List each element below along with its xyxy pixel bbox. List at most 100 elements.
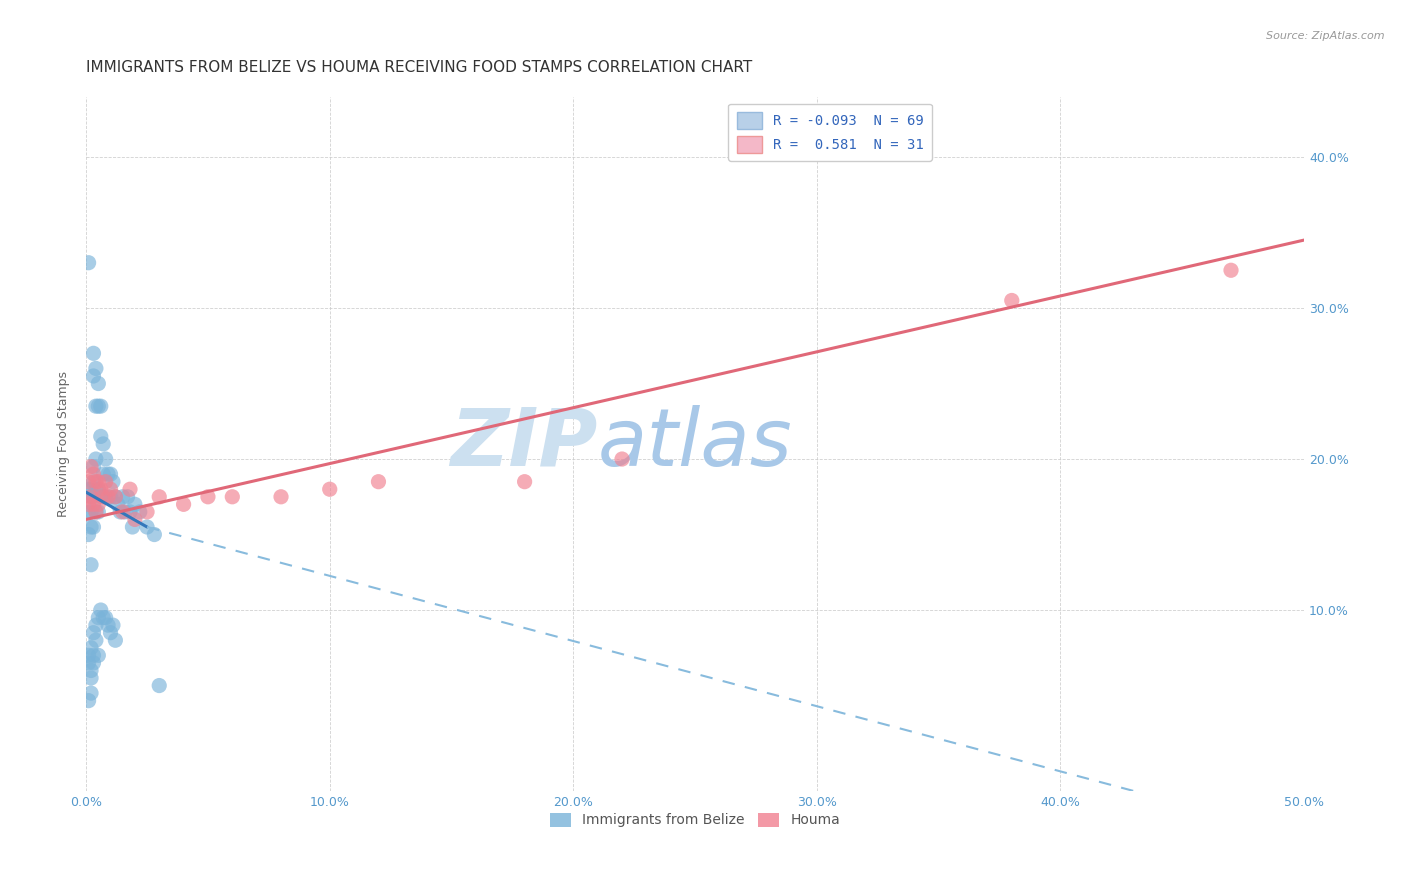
Point — [610, 452, 633, 467]
Point — [1001, 293, 1024, 308]
Point — [80, 505, 103, 519]
Point — [90, 399, 112, 413]
Point — [94, 475, 117, 489]
Text: ZIP: ZIP — [450, 405, 598, 483]
Point — [319, 482, 342, 496]
Point — [77, 482, 100, 496]
Point — [121, 520, 143, 534]
Point — [80, 490, 103, 504]
Point — [82, 346, 104, 360]
Point — [84, 633, 107, 648]
Point — [118, 482, 141, 496]
Point — [104, 633, 127, 648]
Point — [197, 490, 219, 504]
Point — [87, 610, 110, 624]
Point — [82, 475, 104, 489]
Y-axis label: Receiving Food Stamps: Receiving Food Stamps — [58, 371, 70, 517]
Point — [82, 368, 104, 383]
Point — [77, 505, 100, 519]
Point — [101, 475, 124, 489]
Point — [80, 671, 103, 685]
Point — [100, 490, 122, 504]
Point — [91, 610, 114, 624]
Text: atlas: atlas — [598, 405, 793, 483]
Point — [97, 467, 120, 482]
Point — [87, 475, 110, 489]
Point — [77, 648, 100, 663]
Point — [82, 520, 104, 534]
Point — [136, 520, 159, 534]
Point — [80, 459, 103, 474]
Point — [80, 640, 103, 655]
Point — [82, 459, 104, 474]
Text: IMMIGRANTS FROM BELIZE VS HOUMA RECEIVING FOOD STAMPS CORRELATION CHART: IMMIGRANTS FROM BELIZE VS HOUMA RECEIVIN… — [86, 60, 752, 75]
Text: Source: ZipAtlas.com: Source: ZipAtlas.com — [1267, 31, 1385, 41]
Point — [82, 497, 104, 511]
Point — [82, 490, 104, 504]
Point — [367, 475, 389, 489]
Point — [110, 505, 132, 519]
Point — [84, 618, 107, 632]
Point — [111, 490, 134, 504]
Point — [97, 618, 120, 632]
Point — [114, 505, 136, 519]
Point — [84, 361, 107, 376]
Point — [87, 648, 110, 663]
Point — [94, 490, 117, 504]
Point — [91, 467, 114, 482]
Point — [128, 505, 150, 519]
Point — [87, 497, 110, 511]
Point — [148, 679, 170, 693]
Point — [80, 482, 103, 496]
Point — [107, 497, 129, 511]
Point — [91, 437, 114, 451]
Point — [513, 475, 536, 489]
Point — [104, 490, 127, 504]
Point — [100, 467, 122, 482]
Point — [84, 505, 107, 519]
Point — [80, 686, 103, 700]
Point — [80, 558, 103, 572]
Point — [1220, 263, 1243, 277]
Point — [101, 618, 124, 632]
Point — [124, 512, 146, 526]
Point — [84, 399, 107, 413]
Point — [111, 505, 134, 519]
Point — [117, 490, 139, 504]
Point — [104, 490, 127, 504]
Point — [84, 452, 107, 467]
Point — [82, 648, 104, 663]
Point — [90, 482, 112, 496]
Point — [77, 656, 100, 670]
Point — [90, 603, 112, 617]
Point — [143, 527, 166, 541]
Point — [77, 475, 100, 489]
Point — [82, 467, 104, 482]
Point — [100, 482, 122, 496]
Point — [94, 452, 117, 467]
Point — [90, 490, 112, 504]
Point — [270, 490, 292, 504]
Point — [77, 256, 100, 270]
Point — [77, 693, 100, 707]
Point — [84, 482, 107, 496]
Point — [82, 656, 104, 670]
Point — [91, 490, 114, 504]
Point — [84, 475, 107, 489]
Point — [87, 505, 110, 519]
Point — [118, 505, 141, 519]
Point — [124, 497, 146, 511]
Point — [94, 610, 117, 624]
Point — [148, 490, 170, 504]
Point — [221, 490, 243, 504]
Point — [80, 664, 103, 678]
Point — [97, 490, 120, 504]
Point — [84, 505, 107, 519]
Point — [77, 527, 100, 541]
Point — [87, 376, 110, 391]
Point — [87, 399, 110, 413]
Point — [90, 429, 112, 443]
Point — [87, 482, 110, 496]
Point — [80, 520, 103, 534]
Point — [136, 505, 159, 519]
